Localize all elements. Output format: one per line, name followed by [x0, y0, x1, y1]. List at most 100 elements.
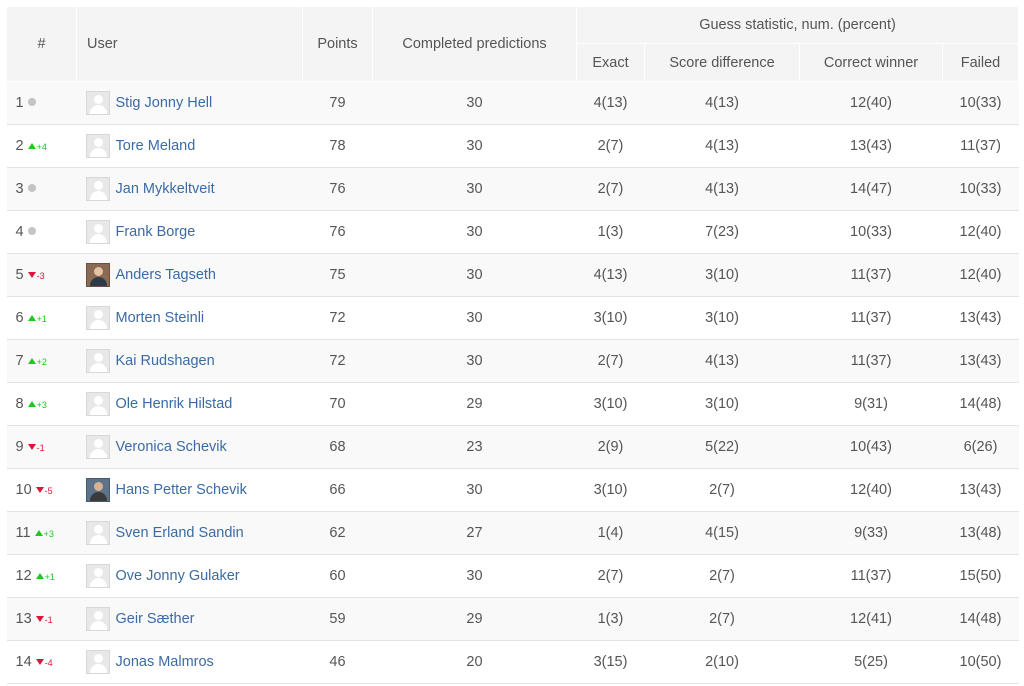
rank-cell: 8 +3: [6, 382, 77, 426]
correct-winner-cell: 11(37): [799, 554, 943, 598]
score-difference-cell: 4(15): [644, 511, 800, 555]
rank-change: -1: [44, 615, 53, 625]
user-cell: Veronica Schevik: [76, 425, 303, 469]
user-link[interactable]: Morten Steinli: [115, 310, 205, 326]
user-cell: Anders Tagseth: [76, 253, 303, 297]
completed-cell: 30: [372, 253, 577, 297]
user-link[interactable]: Ole Henrik Hilstad: [115, 396, 233, 412]
completed-cell: 30: [372, 124, 577, 168]
user-header[interactable]: User: [76, 6, 303, 82]
default-avatar-icon: [85, 521, 110, 545]
guess-statistic-header: Guess statistic, num. (percent): [576, 6, 1019, 44]
user-link[interactable]: Anders Tagseth: [115, 267, 217, 283]
correct-winner-header[interactable]: Correct winner: [799, 43, 943, 82]
score-difference-cell: 3(10): [644, 382, 800, 426]
score-difference-cell: 4(13): [644, 124, 800, 168]
rank-down-icon: [27, 272, 36, 278]
score-difference-cell: 4(13): [644, 167, 800, 211]
default-avatar-icon: [85, 349, 110, 373]
correct-winner-cell: 12(40): [799, 81, 943, 125]
rank-cell: 12 +1: [6, 554, 77, 598]
score-difference-cell: 3(10): [644, 253, 800, 297]
table-row: 11 +3 Sven Erland Sandin 62 27 1(4) 4(15)…: [6, 511, 1019, 555]
default-avatar-icon: [85, 435, 110, 459]
user-link[interactable]: Jan Mykkeltveit: [115, 181, 215, 197]
completed-cell: 30: [372, 210, 577, 254]
failed-cell: 10(33): [942, 167, 1019, 211]
failed-cell: 13(43): [942, 296, 1019, 340]
score-difference-cell: 4(13): [644, 81, 800, 125]
failed-cell: 14(48): [942, 382, 1019, 426]
rank-cell: 1: [6, 81, 77, 125]
user-link[interactable]: Veronica Schevik: [115, 439, 227, 455]
score-difference-cell: 2(7): [644, 468, 800, 512]
correct-winner-cell: 10(33): [799, 210, 943, 254]
user-link[interactable]: Geir Sæther: [115, 611, 195, 627]
user-link[interactable]: Ove Jonny Gulaker: [115, 568, 240, 584]
default-avatar-icon: [85, 220, 110, 244]
default-avatar-icon: [85, 650, 110, 674]
failed-cell: 13(48): [942, 511, 1019, 555]
correct-winner-cell: 10(43): [799, 425, 943, 469]
score-difference-cell: 2(10): [644, 640, 800, 684]
points-cell: 72: [302, 296, 373, 340]
exact-cell: 1(4): [576, 511, 645, 555]
completed-cell: 30: [372, 554, 577, 598]
exact-cell: 2(7): [576, 339, 645, 383]
user-link[interactable]: Frank Borge: [115, 224, 196, 240]
completed-cell: 30: [372, 339, 577, 383]
score-difference-cell: 7(23): [644, 210, 800, 254]
score-difference-cell: 4(13): [644, 339, 800, 383]
exact-cell: 4(13): [576, 253, 645, 297]
rank-cell: 5 -3: [6, 253, 77, 297]
user-cell: Tore Meland: [76, 124, 303, 168]
table-row: 9 -1 Veronica Schevik 68 23 2(9) 5(22) 10…: [6, 425, 1019, 469]
exact-cell: 4(13): [576, 81, 645, 125]
user-link[interactable]: Stig Jonny Hell: [115, 95, 213, 111]
rank-change: +4: [36, 142, 47, 152]
table-row: 7 +2 Kai Rudshagen 72 30 2(7) 4(13) 11(37…: [6, 339, 1019, 383]
failed-cell: 12(40): [942, 253, 1019, 297]
points-header[interactable]: Points: [302, 6, 373, 82]
rank-down-icon: [35, 659, 44, 665]
exact-cell: 2(7): [576, 554, 645, 598]
points-cell: 78: [302, 124, 373, 168]
user-link[interactable]: Sven Erland Sandin: [115, 525, 244, 541]
points-cell: 79: [302, 81, 373, 125]
score-difference-cell: 2(7): [644, 554, 800, 598]
user-cell: Hans Petter Schevik: [76, 468, 303, 512]
exact-header[interactable]: Exact: [576, 43, 645, 82]
user-link[interactable]: Kai Rudshagen: [115, 353, 215, 369]
exact-cell: 2(7): [576, 167, 645, 211]
user-cell: Geir Sæther: [76, 597, 303, 641]
points-cell: 75: [302, 253, 373, 297]
score-difference-header[interactable]: Score difference: [644, 43, 800, 82]
rank-header[interactable]: #: [6, 6, 77, 82]
user-cell: Jan Mykkeltveit: [76, 167, 303, 211]
user-link[interactable]: Tore Meland: [115, 138, 196, 154]
correct-winner-cell: 12(41): [799, 597, 943, 641]
failed-cell: 14(48): [942, 597, 1019, 641]
rank-number: 13: [15, 611, 32, 627]
table-row: 1 Stig Jonny Hell 79 30 4(13) 4(13) 12(4…: [6, 81, 1019, 125]
completed-header[interactable]: Completed predictions: [372, 6, 577, 82]
failed-cell: 13(43): [942, 468, 1019, 512]
exact-cell: 1(3): [576, 597, 645, 641]
completed-cell: 30: [372, 81, 577, 125]
rank-cell: 14 -4: [6, 640, 77, 684]
table-row: 2 +4 Tore Meland 78 30 2(7) 4(13) 13(43) …: [6, 124, 1019, 168]
user-link[interactable]: Jonas Malmros: [115, 654, 214, 670]
user-link[interactable]: Hans Petter Schevik: [115, 482, 247, 498]
correct-winner-cell: 12(40): [799, 468, 943, 512]
rank-number: 6: [15, 310, 24, 326]
rank-number: 7: [15, 353, 24, 369]
correct-winner-cell: 11(37): [799, 253, 943, 297]
score-difference-cell: 5(22): [644, 425, 800, 469]
points-cell: 66: [302, 468, 373, 512]
default-avatar-icon: [85, 134, 110, 158]
user-cell: Stig Jonny Hell: [76, 81, 303, 125]
table-row: 10 -5 Hans Petter Schevik 66 30 3(10) 2(7…: [6, 468, 1019, 512]
rank-down-icon: [35, 487, 44, 493]
failed-header[interactable]: Failed: [942, 43, 1019, 82]
exact-cell: 3(10): [576, 296, 645, 340]
